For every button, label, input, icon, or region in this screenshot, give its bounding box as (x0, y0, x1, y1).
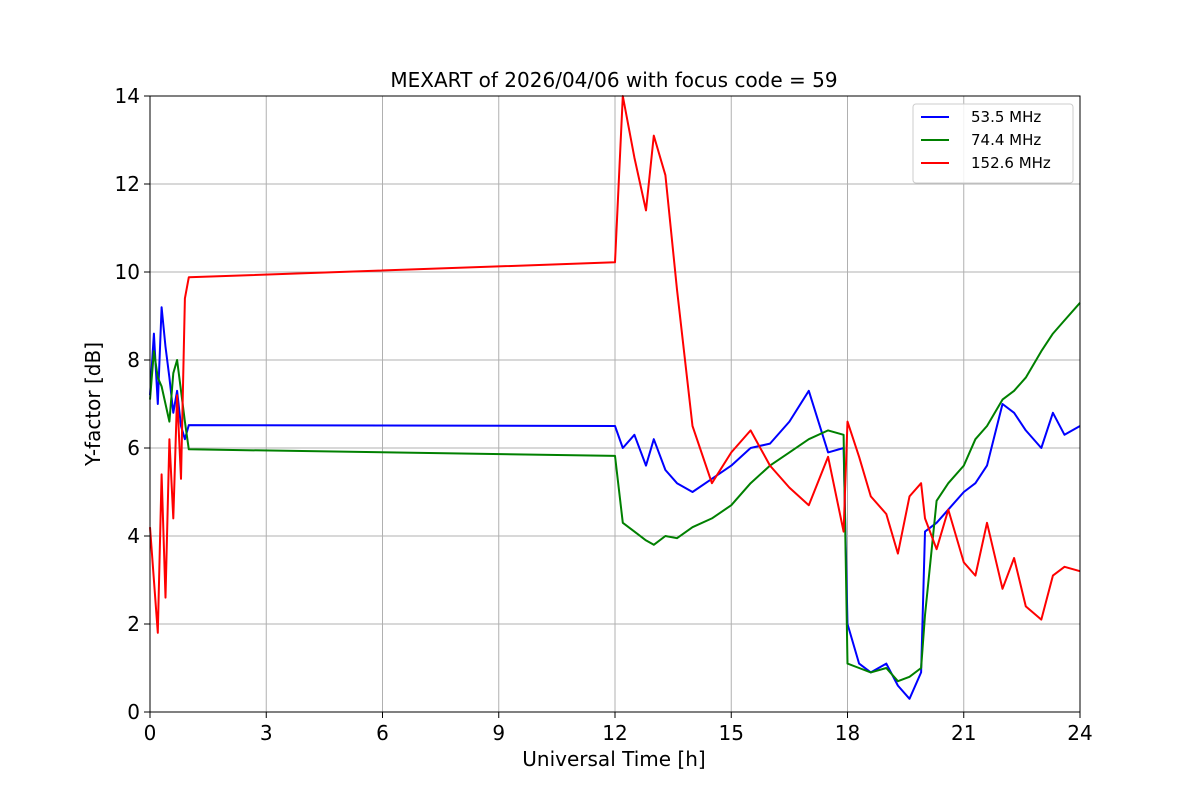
legend-box (912, 103, 1074, 184)
y-tick-label: 8 (127, 348, 140, 372)
y-tick-label: 6 (127, 436, 140, 460)
x-tick-label: 6 (376, 721, 389, 745)
x-tick-label: 18 (835, 721, 860, 745)
y-tick-label: 0 (127, 700, 140, 724)
y-tick-label: 2 (127, 612, 140, 636)
plot-area (149, 95, 1081, 700)
legend-entry: 53.5 MHz (971, 108, 1041, 126)
y-axis: 0 2 4 6 8 10 12 14 (115, 84, 150, 724)
x-tick-label: 12 (602, 721, 627, 745)
series-line-2 (149, 302, 1081, 683)
y-axis-label: Y-factor [dB] (81, 342, 105, 467)
legend: 53.5 MHz 74.4 MHz 152.6 MHz (912, 103, 1074, 184)
x-tick-label: 3 (260, 721, 273, 745)
x-axis-label: Universal Time [h] (522, 747, 705, 771)
legend-entry: 74.4 MHz (971, 131, 1041, 149)
y-tick-label: 12 (115, 172, 140, 196)
y-tick-label: 4 (127, 524, 140, 548)
x-tick-label: 15 (719, 721, 744, 745)
chart-title: MEXART of 2026/04/06 with focus code = 5… (390, 68, 837, 92)
x-tick-label: 21 (951, 721, 976, 745)
x-tick-label: 0 (144, 721, 157, 745)
y-tick-label: 10 (115, 260, 140, 284)
series-line-1 (149, 306, 1081, 700)
legend-entry: 152.6 MHz (971, 154, 1051, 172)
x-axis: 0 3 6 9 12 15 18 21 24 (144, 712, 1093, 745)
y-tick-label: 14 (115, 84, 140, 108)
x-tick-label: 9 (492, 721, 505, 745)
series-line-3 (149, 95, 1081, 634)
x-tick-label: 24 (1067, 721, 1092, 745)
